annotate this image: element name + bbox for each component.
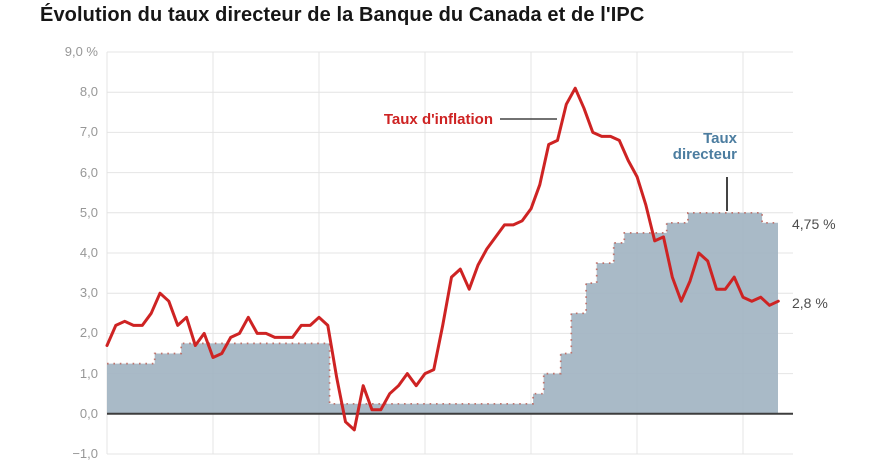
y-tick-label: 0,0 [79,406,98,421]
y-tick-label: 7,0 [79,124,98,139]
policy-rate-area [107,212,778,414]
policy-end-value: 4,75 % [792,216,836,232]
y-tick-label: 9,0 % [64,44,98,59]
y-tick-label: 8,0 [79,84,98,99]
inflation-series-label: Taux d'inflation [383,111,493,128]
y-tick-label: 2,0 [79,325,98,340]
policy-rate-step-edge [107,211,778,405]
inflation-line [105,86,780,432]
y-tick-label: 4,0 [79,245,98,260]
inflation-end-value: 2,8 % [792,295,828,311]
policy-series-label: Taux directeur [673,131,737,163]
y-tick-label: −1,0 [72,446,98,461]
y-tick-label: 6,0 [79,165,98,180]
policy-label-line1: Taux [703,130,737,147]
y-tick-label: 1,0 [79,366,98,381]
y-tick-label: 5,0 [79,205,98,220]
chart-title: Évolution du taux directeur de la Banque… [40,4,645,26]
y-tick-label: 3,0 [79,285,98,300]
policy-label-line2: directeur [672,146,737,163]
